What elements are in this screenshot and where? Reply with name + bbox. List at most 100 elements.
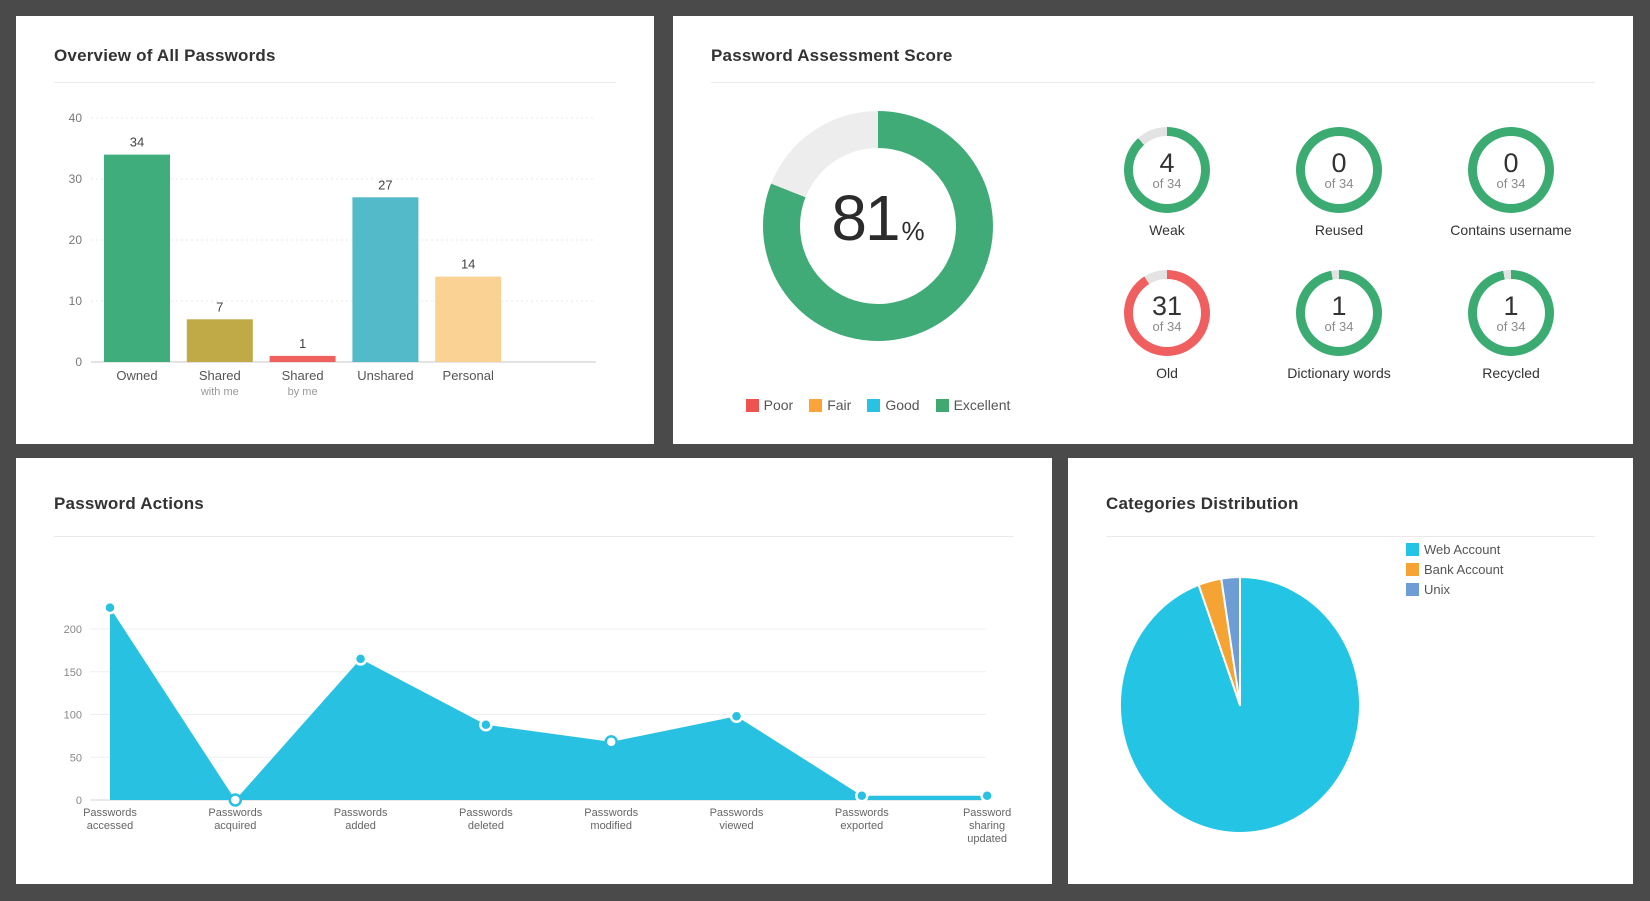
legend-item-poor[interactable]: Poor bbox=[745, 397, 794, 413]
point-passwords-viewed[interactable] bbox=[729, 709, 744, 723]
assessment-score-gauge[interactable]: 81 % bbox=[763, 111, 993, 341]
legend-swatch-excellent bbox=[935, 398, 949, 412]
bar-unshared[interactable] bbox=[352, 197, 419, 362]
point-passwords-acquired[interactable] bbox=[228, 793, 243, 807]
point-password-sharing-updated[interactable] bbox=[980, 788, 994, 803]
stat-label: Recycled bbox=[1482, 365, 1540, 381]
point-passwords-exported[interactable] bbox=[855, 788, 869, 803]
panel-assessment-title: Password Assessment Score bbox=[711, 46, 953, 65]
panel-actions: Password Actions 0 50 100 150 200 Passwords ac… bbox=[16, 458, 1052, 884]
bar-personal[interactable] bbox=[435, 276, 502, 362]
bar-value-label: 1 bbox=[299, 336, 306, 351]
x-category-label: exported bbox=[840, 820, 883, 832]
categories-pie-chart[interactable] bbox=[1068, 458, 1633, 884]
score-value: 81 bbox=[831, 182, 900, 254]
stat-reused: 0 of 34 Reused bbox=[1296, 127, 1382, 238]
y-tick-label: 10 bbox=[69, 294, 83, 308]
legend-item-fair[interactable]: Fair bbox=[809, 397, 851, 413]
stat-ring-recycled[interactable]: 1 of 34 bbox=[1468, 270, 1554, 356]
x-category-label: Personal bbox=[443, 368, 494, 383]
legend-label: Bank Account bbox=[1424, 562, 1504, 577]
bar-owned[interactable] bbox=[104, 154, 170, 362]
bar-shared-by-me[interactable] bbox=[269, 355, 336, 362]
x-category-label: Shared bbox=[282, 368, 324, 383]
bar-value-label: 14 bbox=[461, 257, 475, 272]
stat-of-total: of 34 bbox=[1496, 175, 1526, 191]
legend-swatch-bank-account bbox=[1406, 563, 1419, 576]
x-category-label: Passwords bbox=[459, 807, 513, 819]
x-category-label: Password bbox=[963, 807, 1011, 819]
legend-swatch-fair bbox=[809, 398, 823, 412]
stat-dictionary-words: 1 of 34 Dictionary words bbox=[1287, 270, 1391, 381]
x-category-label: Passwords bbox=[584, 807, 638, 819]
stat-value: 1 bbox=[1503, 290, 1519, 321]
point-passwords-deleted[interactable] bbox=[479, 718, 493, 732]
stat-label: Contains username bbox=[1450, 222, 1572, 238]
legend-label: Poor bbox=[763, 397, 794, 413]
divider bbox=[54, 82, 616, 83]
bar-value-label: 34 bbox=[130, 135, 144, 150]
legend-label: Unix bbox=[1424, 582, 1451, 597]
legend-label: Good bbox=[885, 397, 920, 413]
stat-ring-dictionary-words[interactable]: 1 of 34 bbox=[1295, 270, 1382, 356]
pie-slice-unix[interactable] bbox=[1220, 576, 1241, 706]
point-passwords-accessed[interactable] bbox=[103, 600, 117, 615]
stat-ring-old[interactable]: 31 of 34 bbox=[1124, 270, 1210, 356]
panel-overview: Overview of All Passwords 0 10 20 30 40 34 Own… bbox=[16, 16, 654, 444]
legend-item-excellent[interactable]: Excellent bbox=[935, 397, 1010, 413]
stat-value: 4 bbox=[1159, 147, 1175, 178]
stat-label: Dictionary words bbox=[1287, 365, 1391, 381]
legend-item-unix[interactable]: Unix bbox=[1406, 582, 1504, 597]
y-tick-label: 150 bbox=[64, 667, 82, 679]
stat-ring-weak[interactable]: 4 of 34 bbox=[1124, 127, 1210, 213]
stat-old: 31 of 34 Old bbox=[1124, 270, 1210, 381]
legend-item-web-account[interactable]: Web Account bbox=[1406, 542, 1504, 557]
divider bbox=[54, 536, 1014, 537]
legend-swatch-web-account bbox=[1406, 543, 1419, 556]
point-passwords-modified[interactable] bbox=[604, 735, 618, 749]
panel-overview-title: Overview of All Passwords bbox=[54, 46, 276, 65]
legend-label: Fair bbox=[827, 397, 852, 413]
stat-label: Weak bbox=[1149, 222, 1185, 238]
x-category-label: Passwords bbox=[334, 807, 388, 819]
overview-bar-chart[interactable]: 0 10 20 30 40 34 Owned 7 Shared with me 1 Shared by … bbox=[16, 16, 654, 444]
stat-ring-reused[interactable]: 0 of 34 bbox=[1296, 127, 1382, 213]
x-category-label: Passwords bbox=[208, 807, 262, 819]
stat-value: 0 bbox=[1503, 147, 1519, 178]
x-category-label: acquired bbox=[214, 820, 256, 832]
x-category-label: Shared bbox=[199, 368, 241, 383]
legend-item-good[interactable]: Good bbox=[867, 397, 920, 413]
stat-weak: 4 of 34 Weak bbox=[1124, 127, 1210, 238]
x-category-label: with me bbox=[200, 386, 239, 398]
stat-of-total: of 34 bbox=[1152, 175, 1182, 191]
x-category-label: Owned bbox=[116, 368, 157, 383]
stat-of-total: of 34 bbox=[1152, 318, 1182, 334]
x-category-label: sharing bbox=[969, 820, 1005, 832]
x-category-label: Unshared bbox=[357, 368, 413, 383]
assessment-stats-grid: 4 of 34 Weak 0 of 34 Reused 0 of 34 bbox=[1081, 127, 1597, 381]
legend-swatch-poor bbox=[745, 398, 759, 412]
stat-ring-center: 4 of 34 bbox=[1133, 136, 1201, 204]
stat-ring-center: 0 of 34 bbox=[1477, 136, 1545, 204]
stat-of-total: of 34 bbox=[1324, 318, 1354, 334]
point-passwords-added[interactable] bbox=[353, 652, 368, 666]
panel-assessment: Password Assessment Score 81 % Poor Fair… bbox=[673, 16, 1633, 444]
y-tick-label: 50 bbox=[70, 752, 82, 764]
legend-item-bank-account[interactable]: Bank Account bbox=[1406, 562, 1504, 577]
x-category-label: viewed bbox=[719, 820, 753, 832]
panel-actions-title: Password Actions bbox=[54, 494, 204, 513]
stat-label: Reused bbox=[1314, 222, 1364, 238]
x-category-label: accessed bbox=[87, 820, 133, 832]
stat-ring-contains-username[interactable]: 0 of 34 bbox=[1468, 127, 1554, 213]
divider bbox=[1106, 536, 1595, 537]
bar-value-label: 27 bbox=[378, 177, 392, 192]
bar-value-label: 7 bbox=[216, 299, 223, 314]
stat-value: 0 bbox=[1331, 147, 1347, 178]
stat-value: 1 bbox=[1331, 290, 1347, 321]
area-fill[interactable] bbox=[110, 607, 988, 800]
stat-ring-center: 1 of 34 bbox=[1304, 279, 1373, 347]
actions-area-chart[interactable]: 050100150200PasswordsaccessedPasswordsac… bbox=[16, 458, 1052, 884]
stat-recycled: 1 of 34 Recycled bbox=[1468, 270, 1554, 381]
bar-shared-with-me[interactable] bbox=[186, 319, 253, 362]
